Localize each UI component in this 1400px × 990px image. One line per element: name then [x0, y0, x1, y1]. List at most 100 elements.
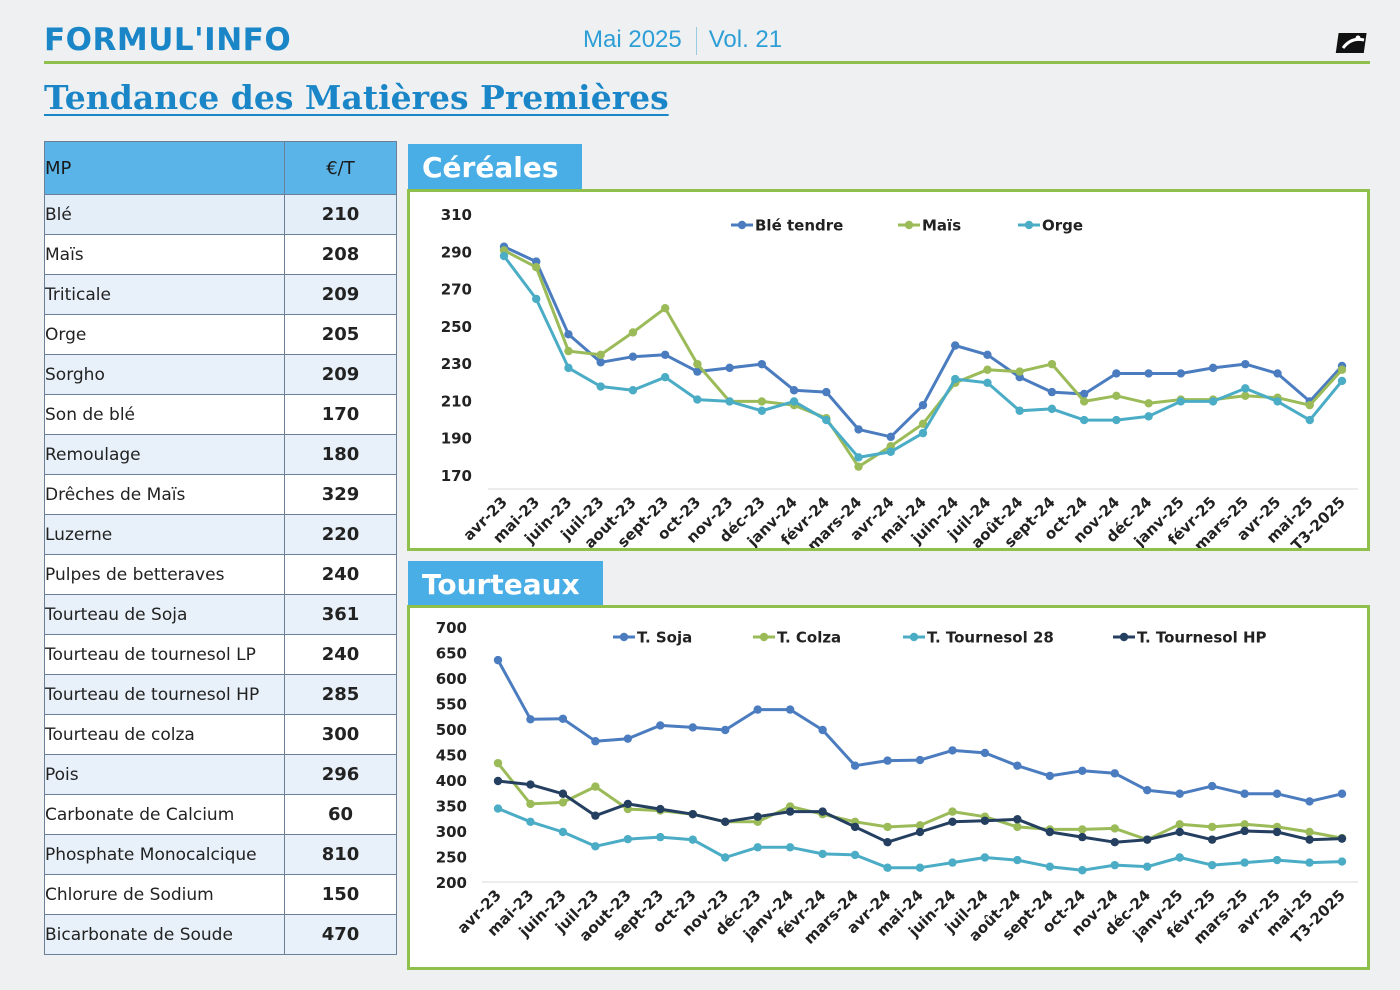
- data-point: [526, 780, 535, 789]
- data-point: [1176, 397, 1186, 406]
- data-point: [493, 655, 503, 665]
- legend-swatch-marker: [619, 632, 629, 642]
- data-point: [1207, 822, 1217, 832]
- y-tick-label: 200: [436, 874, 467, 892]
- data-point: [1045, 771, 1055, 781]
- data-point: [1078, 825, 1087, 834]
- data-point: [822, 387, 831, 397]
- legend-swatch-marker: [1119, 632, 1129, 642]
- tourteaux-chart-panel: 200 250 300 350 400 450 500 550 600 650 700 avr-23 m…: [407, 605, 1370, 970]
- material-price-cell: 296: [284, 754, 397, 795]
- issue-separator: [695, 26, 697, 55]
- material-price-cell: 210: [284, 194, 397, 235]
- material-price-cell: 209: [284, 354, 397, 395]
- data-point: [628, 386, 638, 395]
- material-name-cell: Blé: [44, 194, 285, 235]
- material-price-cell: 180: [284, 434, 397, 475]
- data-point: [915, 755, 925, 765]
- y-tick-label: 650: [436, 645, 467, 663]
- material-name-cell: Son de blé: [44, 394, 285, 435]
- data-point: [1273, 397, 1282, 406]
- data-point: [1078, 832, 1087, 842]
- data-point: [915, 863, 925, 872]
- material-name-cell: Triticale: [44, 274, 285, 315]
- material-name-cell: Tourteau de tournesol HP: [44, 674, 285, 715]
- data-point: [1013, 822, 1022, 832]
- data-point: [883, 822, 892, 832]
- data-point: [883, 838, 892, 847]
- column-header-price: €/T: [284, 141, 397, 195]
- data-point: [1175, 789, 1184, 798]
- data-point: [1079, 389, 1089, 399]
- data-point: [1112, 415, 1121, 425]
- data-point: [564, 363, 573, 373]
- data-point: [1305, 400, 1314, 410]
- legend-label: Maïs: [922, 217, 961, 235]
- legend-label: T. Tournesol HP: [1137, 629, 1267, 647]
- data-point: [753, 812, 762, 821]
- y-tick-label: 450: [436, 747, 467, 765]
- data-point: [596, 358, 605, 367]
- data-point: [558, 827, 568, 837]
- data-point: [1273, 369, 1282, 378]
- data-point: [596, 350, 605, 360]
- data-point: [1110, 838, 1119, 847]
- brand-logo-icon: [1335, 33, 1367, 53]
- y-tick-label: 190: [441, 430, 472, 448]
- material-price-cell: 60: [284, 794, 397, 835]
- data-point: [1144, 369, 1153, 378]
- data-point: [822, 415, 831, 425]
- data-point: [1240, 820, 1249, 829]
- data-point: [493, 776, 503, 786]
- material-name-cell: Pois: [44, 754, 285, 795]
- data-point: [591, 782, 600, 791]
- table-row: Sorgho 209: [44, 354, 397, 395]
- data-point: [983, 365, 992, 374]
- data-point: [623, 834, 633, 844]
- issue-date: Mai 2025: [583, 26, 682, 53]
- y-tick-label: 250: [436, 849, 467, 867]
- data-point: [1240, 826, 1249, 836]
- data-point: [918, 400, 928, 410]
- table-header-row: MP €/T: [44, 141, 397, 195]
- data-point: [948, 746, 957, 755]
- data-point: [532, 263, 541, 272]
- data-point: [1175, 820, 1184, 829]
- legend-swatch-marker: [904, 220, 914, 230]
- legend-swatch-marker: [737, 220, 747, 230]
- data-point: [757, 359, 767, 369]
- material-price-cell: 300: [284, 714, 397, 755]
- data-point: [721, 817, 730, 826]
- data-point: [1240, 858, 1249, 867]
- data-point: [596, 382, 605, 391]
- legend-label: Orge: [1042, 217, 1083, 235]
- data-point: [757, 397, 767, 406]
- material-name-cell: Phosphate Monocalcique: [44, 834, 285, 875]
- data-point: [628, 328, 638, 337]
- data-point: [980, 816, 990, 825]
- legend-swatch-marker: [759, 632, 769, 642]
- data-point: [591, 737, 600, 746]
- data-point: [499, 251, 509, 261]
- table-row: Bicarbonate de Soude 470: [44, 914, 397, 955]
- data-point: [623, 799, 633, 809]
- data-point: [1110, 824, 1119, 833]
- material-name-cell: Drêches de Maïs: [44, 474, 285, 515]
- material-price-cell: 150: [284, 874, 397, 915]
- data-point: [1176, 369, 1186, 378]
- material-name-cell: Orge: [44, 314, 285, 355]
- material-name-cell: Sorgho: [44, 354, 285, 395]
- data-point: [1078, 866, 1087, 875]
- page-title: Tendance des Matières Premières: [44, 78, 669, 117]
- table-row: Blé 210: [44, 194, 397, 235]
- data-point: [818, 807, 827, 816]
- data-point: [785, 843, 795, 852]
- material-price-cell: 329: [284, 474, 397, 515]
- data-point: [591, 811, 600, 820]
- data-point: [628, 352, 638, 361]
- data-point: [1144, 399, 1153, 408]
- tourteaux-line-chart: 200250300350400450500550600650700avr-23m…: [436, 619, 1358, 948]
- cereales-chart-panel: 170 190 210 230 250 270 290 310 avr-23 mai-23 juin…: [407, 189, 1370, 555]
- material-price-cell: 361: [284, 594, 397, 635]
- data-point: [1207, 835, 1217, 844]
